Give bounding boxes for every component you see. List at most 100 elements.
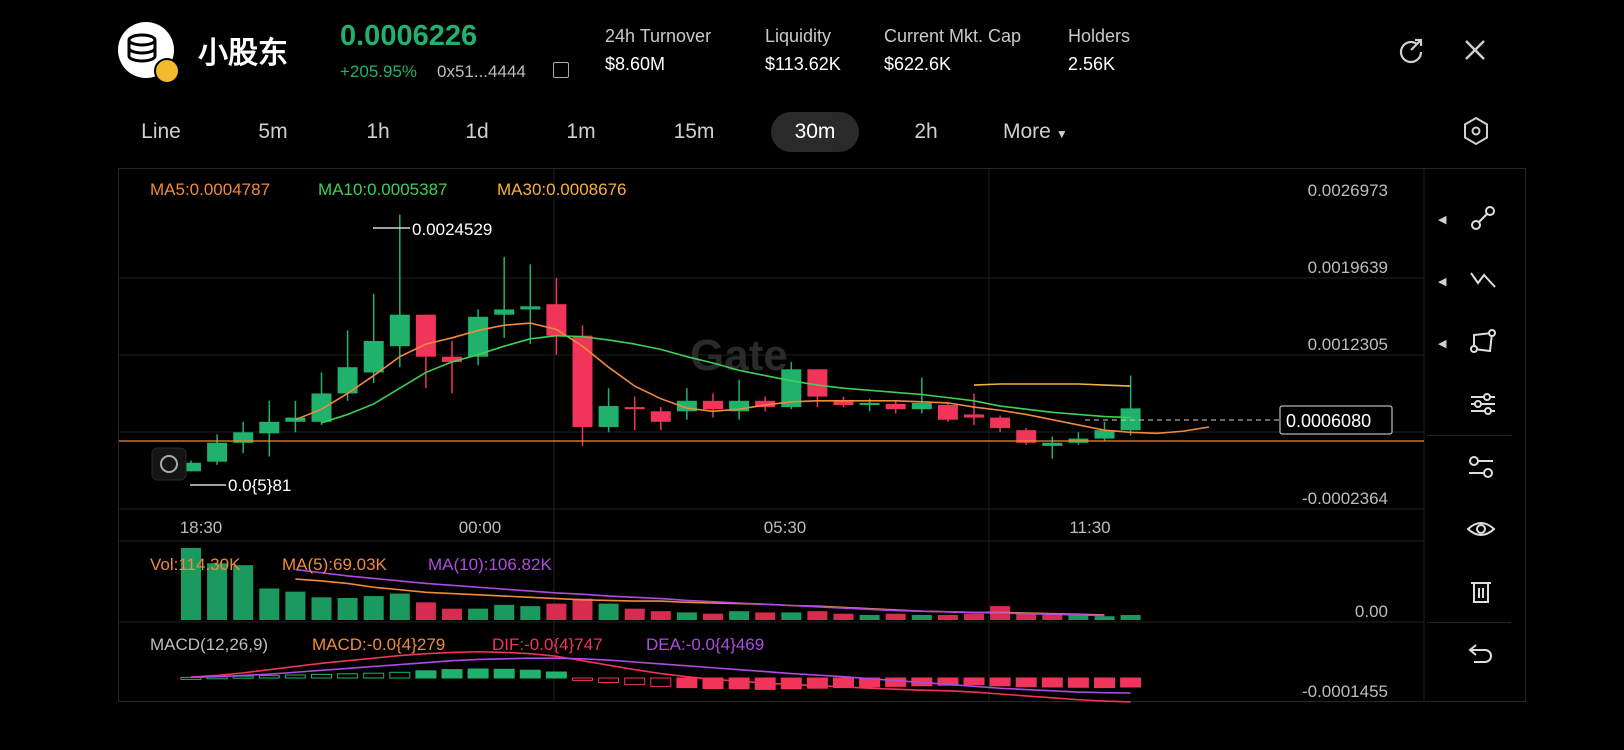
eye-icon[interactable] [1466,514,1500,548]
candle-body [494,309,515,315]
macd-bar [545,671,567,679]
indicator-settings-icon[interactable] [1466,389,1500,423]
chart-logo-button[interactable] [151,447,187,481]
candle-body [937,404,958,420]
tab-1h[interactable]: 1h [366,120,390,143]
candle-body [650,411,671,422]
tab-30m[interactable]: 30m [771,112,859,152]
expand-triangle-icon[interactable]: ◀ [1438,338,1447,350]
candle-body [233,432,254,443]
coin-stack-icon [127,33,157,63]
volume-bar [442,608,462,620]
chart-frame [118,168,1526,702]
contract-address: 0x51...4444 [437,62,526,81]
candle-body [442,356,462,362]
expand-triangle-icon[interactable]: ◀ [1438,214,1447,226]
wave-pattern-icon[interactable] [1466,265,1500,299]
x-tick: 00:00 [459,518,502,537]
volume-bar [572,598,593,620]
volume-bar [885,613,906,620]
gate-watermark: Gate [690,331,788,380]
macd-bar [363,672,385,679]
tab-more[interactable]: More ▼ [1003,112,1073,152]
candle-body [1094,430,1115,439]
expand-triangle-icon[interactable]: ◀ [1438,276,1447,288]
shape-tool-icon[interactable] [1466,327,1500,361]
turnover-label: 24h Turnover [605,26,712,46]
candle-body [598,406,619,428]
y-tick: 0.0019639 [1308,258,1388,277]
tab-1d[interactable]: 1d [465,120,489,143]
candle-body [911,402,932,410]
copy-icon[interactable] [553,62,569,78]
undo-icon[interactable] [1466,638,1500,672]
candle-body [807,369,828,397]
tab-more-label: More [1003,120,1051,143]
chart-settings-icon[interactable] [1462,116,1490,151]
candle-body [703,400,723,410]
dea-legend: DEA:-0.0{4}469 [646,635,764,654]
ma30-line [973,383,1131,387]
volume-legend: Vol:114.30K [150,555,241,574]
volume-bar [755,612,776,620]
grid [119,169,1425,701]
caret-down-icon: ▼ [1055,127,1068,141]
macd-bar [311,673,332,679]
volume-bar [494,604,515,620]
macd-bar [180,676,202,680]
macd-bar [1120,677,1142,688]
tab-1m[interactable]: 1m [566,120,596,143]
volume-bar [624,608,645,620]
candle-body [259,421,280,434]
toolbar-divider [1427,435,1511,436]
macd-bar [441,669,463,679]
volume-bar [1068,614,1089,620]
close-icon[interactable] [1461,36,1489,64]
macd-bar [467,668,489,679]
macd-bar [1094,677,1115,689]
macd-bar [963,677,985,686]
share-icon[interactable] [1397,36,1425,64]
trash-icon[interactable] [1466,576,1500,610]
volume-ma10-line [295,568,1105,617]
macd-bar [493,668,515,679]
volume-bar [676,612,697,620]
drawing-settings-icon[interactable] [1466,452,1500,486]
volume-bar [937,614,958,620]
candle-body [337,367,358,394]
candle-body [990,417,1011,429]
macd-bar [1041,677,1063,688]
trend-line-icon[interactable] [1466,203,1500,237]
dif-legend: DIF:-0.0{4}747 [492,635,603,654]
candle-body [1120,408,1141,431]
volume-bar [337,597,358,620]
x-tick: 11:30 [1069,518,1110,537]
candle-body [520,306,541,310]
tab-line[interactable]: Line [141,120,181,143]
ma10-legend: MA10:0.0005387 [318,180,448,199]
volume-bar [729,611,750,620]
y-tick: 0.0026973 [1308,181,1388,200]
tab-15m[interactable]: 15m [673,120,715,143]
y-tick: -0.0002364 [1302,489,1388,508]
ma5-line [295,322,1210,435]
chain-badge-icon [154,58,180,84]
candle-body [676,400,697,412]
volume-bar [833,613,854,620]
volume-bar [911,614,932,620]
volume-bar [233,565,254,620]
tab-5m[interactable]: 5m [258,120,288,143]
volume-bar [207,563,228,620]
chart-brand-icon [160,455,178,473]
candle-body [624,407,645,410]
candle-body [572,335,593,428]
tab-2h[interactable]: 2h [914,120,938,143]
candle-body [833,400,854,405]
volume-bar [259,588,280,620]
volume-bar [415,602,436,620]
holders-label: Holders [1068,26,1131,46]
holders-value: 2.56K [1068,54,1116,74]
macd-bar [572,677,593,681]
ma5-legend: MA5:0.0004787 [150,180,270,199]
